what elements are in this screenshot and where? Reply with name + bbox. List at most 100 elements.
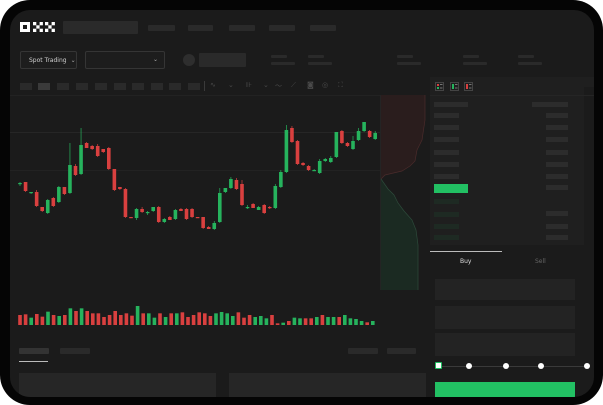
volume-bar [292,317,297,325]
tab-buy[interactable]: Buy [460,258,472,265]
candle-body [312,170,316,172]
tab-order-history[interactable] [60,348,90,354]
volume-bar [275,323,280,325]
orderbook-both-icon[interactable] [435,82,444,91]
amount-slider-handle[interactable] [435,362,442,369]
settings-icon[interactable]: ◎ [322,81,329,89]
timeframe-button[interactable] [76,83,88,90]
volume-bar [96,313,101,325]
tab-sell[interactable]: Sell [535,258,546,265]
line-icon[interactable]: 〜 [275,82,282,90]
volume-bar [208,316,213,325]
candle-body [362,122,366,131]
volume-bar [152,317,157,325]
chevron-down-icon[interactable]: ⌄ [263,81,269,89]
stat-value [518,62,542,65]
nav-item[interactable] [310,25,336,31]
stat-label [518,55,534,58]
orderbook-buy-icon[interactable] [450,82,459,91]
trading-mode-select[interactable]: Spot Trading ⌄ [20,51,77,69]
ruler-icon[interactable]: ⟋ [291,81,296,89]
filter-button[interactable] [387,348,416,354]
candle-body [51,198,56,206]
candle-body [340,131,344,143]
chevron-down-icon[interactable]: ⌄ [228,81,234,89]
volume-bar [242,317,246,325]
candle-body [23,182,28,191]
nav-item[interactable] [269,25,295,31]
candle-body [290,128,294,142]
search-bar[interactable] [63,21,138,34]
chart-type-icon[interactable]: ⊪ [246,81,253,89]
candle-body [218,193,222,222]
chevron-down-icon: ⌄ [152,56,158,63]
timeframe-button[interactable] [95,83,107,90]
timeframe-button[interactable] [151,83,163,90]
slider-stop[interactable] [503,363,509,369]
candle-body [123,189,128,217]
candle-body [373,133,377,139]
candle-body [356,131,361,140]
ask-price [434,174,459,179]
slider-stop[interactable] [584,363,590,369]
timeframe-button[interactable] [169,83,181,90]
pair-select[interactable]: ⌄ [85,51,165,69]
timeframe-button[interactable] [114,83,126,90]
orders-panel [19,373,216,397]
nav-item[interactable] [188,25,213,31]
tab-open-orders[interactable] [19,348,49,354]
timeframe-button[interactable] [57,83,69,90]
ask-size [546,125,568,130]
timeframe-button[interactable] [188,83,200,90]
candle-body [45,200,50,213]
volume-bar [236,312,241,325]
bid-price [434,235,459,240]
timeframe-button[interactable] [20,83,32,90]
buy-submit-button[interactable] [435,382,575,397]
bid-price [434,199,459,204]
volume-bar [124,313,129,325]
camera-icon[interactable]: ◙ [307,81,314,89]
candle-body [73,166,78,175]
candle-body [140,209,144,212]
candle-body [18,183,22,185]
nav-item[interactable] [148,25,175,31]
orderbook-sell-icon[interactable] [464,82,473,91]
slider-stop[interactable] [466,363,472,369]
volume-bar [18,315,22,325]
candle-body [279,172,283,187]
stat-label [397,55,413,58]
amount-input[interactable] [435,306,575,329]
candle-body [273,186,278,208]
stat-value [271,62,295,65]
candle-body [284,130,289,172]
fullscreen-icon[interactable]: ⛶ [338,81,343,89]
volume-bar [270,315,274,325]
nav-item[interactable] [229,25,255,31]
volume-bar [35,314,39,325]
candle-body [295,141,300,164]
price-input[interactable] [435,279,575,300]
depth-chart [380,95,426,290]
candle-body [95,146,100,156]
volume-bar [343,315,347,325]
stat-value [463,62,487,65]
timeframe-button-active[interactable] [38,83,50,90]
volume-bar [315,317,319,325]
volume-bar [135,306,140,325]
volume-bar [365,322,369,325]
depth-ask-area [381,95,425,179]
total-input[interactable] [435,333,575,356]
candle-body [107,148,111,169]
last-price [434,184,468,193]
indicator-icon[interactable]: ∿ [210,81,216,89]
candle-body [190,209,194,217]
okx-logo[interactable] [20,21,60,35]
amount-slider-track[interactable] [440,365,588,367]
slider-stop[interactable] [538,363,544,369]
filter-button[interactable] [348,348,378,354]
toolbar-border [10,95,420,96]
candle-body [195,217,200,219]
volume-bar [57,316,61,325]
timeframe-button[interactable] [132,83,144,90]
